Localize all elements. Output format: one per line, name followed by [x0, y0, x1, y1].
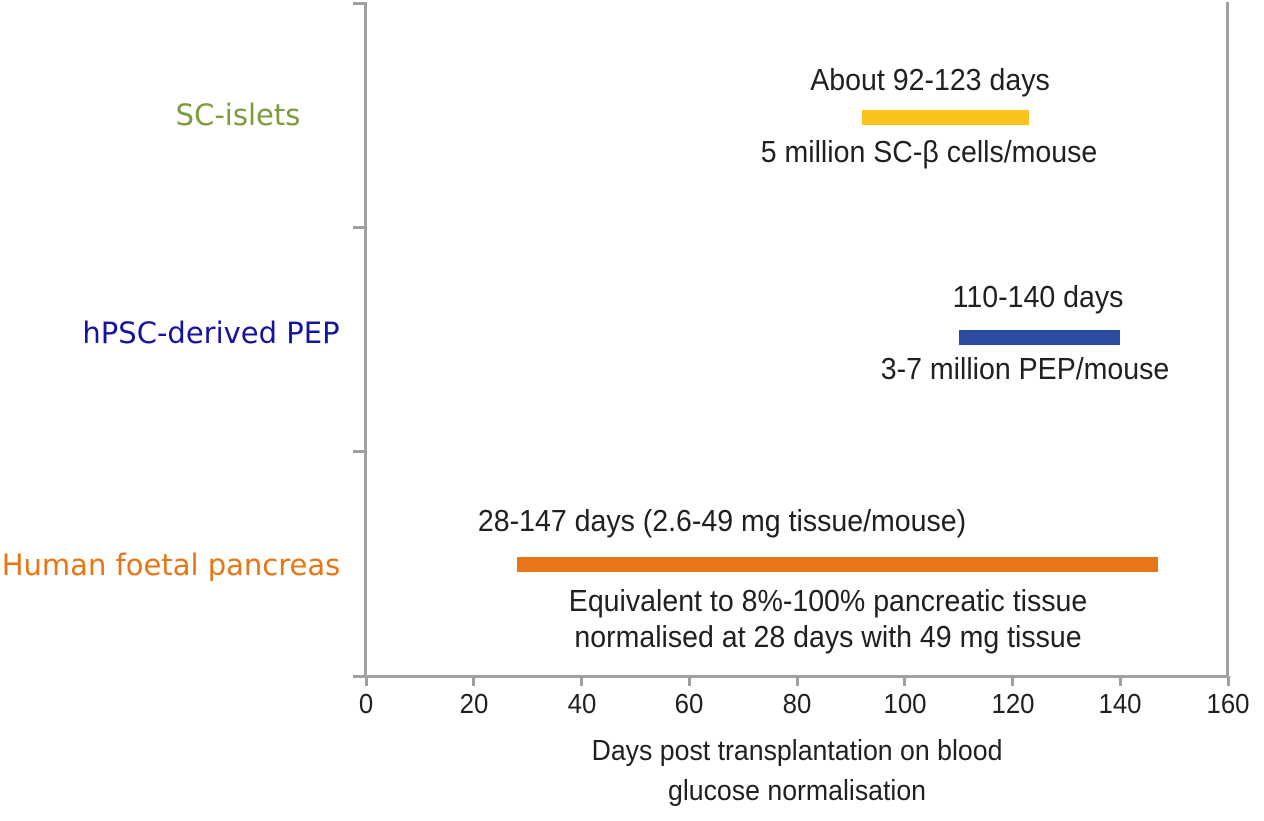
pancreas-duration-label: 28-147 days (2.6-49 mg tissue/mouse) — [477, 503, 967, 538]
category-label-sc-islets: SC-islets — [175, 98, 301, 132]
pancreas-equivalence-line-2: normalised at 28 days with 49 mg tissue — [574, 619, 1082, 654]
category-label-human-foetal-pancreas: Human foetal pancreas — [1, 548, 341, 582]
range-bar-hpsc-derived-pep — [958, 330, 1121, 345]
y-axis-tick — [353, 450, 366, 453]
range-bar-human-foetal-pancreas — [516, 557, 1158, 572]
pancreas-equivalence-line-1: Equivalent to 8%-100% pancreatic tissue — [568, 583, 1088, 618]
x-axis-tick-label: 0 — [358, 688, 374, 719]
x-axis-title-line-1: Days post transplantation on blood — [591, 735, 1003, 767]
x-axis-tick-label: 100 — [883, 688, 927, 719]
x-axis-tick-label: 140 — [1098, 688, 1142, 719]
pancreas-equivalence-label: Equivalent to 8%-100% pancreatic tissue … — [569, 583, 1087, 655]
category-label-hpsc-derived-pep: hPSC-derived PEP — [82, 316, 340, 350]
x-axis-tick — [1226, 676, 1230, 686]
y-axis-tick — [353, 2, 366, 5]
x-axis-tick — [472, 676, 476, 686]
sc-islets-duration-label: About 92-123 days — [810, 62, 1050, 97]
range-bar-sc-islets — [861, 110, 1029, 125]
x-axis-tick-label: 20 — [459, 688, 489, 719]
y-axis-line — [364, 2, 367, 677]
x-axis-tick — [687, 676, 691, 686]
x-axis-tick-label: 40 — [567, 688, 596, 719]
pep-dose-label: 3-7 million PEP/mouse — [880, 351, 1170, 386]
x-axis-tick — [1118, 676, 1122, 686]
x-axis-tick-label: 120 — [991, 688, 1034, 719]
plot-right-border — [1226, 2, 1229, 677]
x-axis-tick — [1011, 676, 1014, 686]
x-axis-title: Days post transplantation on blood gluco… — [592, 731, 1003, 811]
y-axis-tick — [353, 226, 366, 229]
x-axis-tick-label: 80 — [782, 688, 812, 719]
x-axis-title-line-2: glucose normalisation — [667, 775, 927, 807]
x-axis-tick — [903, 676, 907, 686]
pep-duration-label: 110-140 days — [952, 279, 1124, 314]
x-axis-tick-label: 60 — [674, 688, 704, 719]
x-axis-line — [353, 675, 1229, 678]
x-axis-tick-label: 160 — [1206, 688, 1250, 719]
x-axis-tick — [795, 676, 799, 686]
x-axis-tick — [580, 676, 583, 686]
sc-islets-dose-label: 5 million SC-β cells/mouse — [760, 134, 1098, 169]
x-axis-tick — [364, 676, 368, 686]
